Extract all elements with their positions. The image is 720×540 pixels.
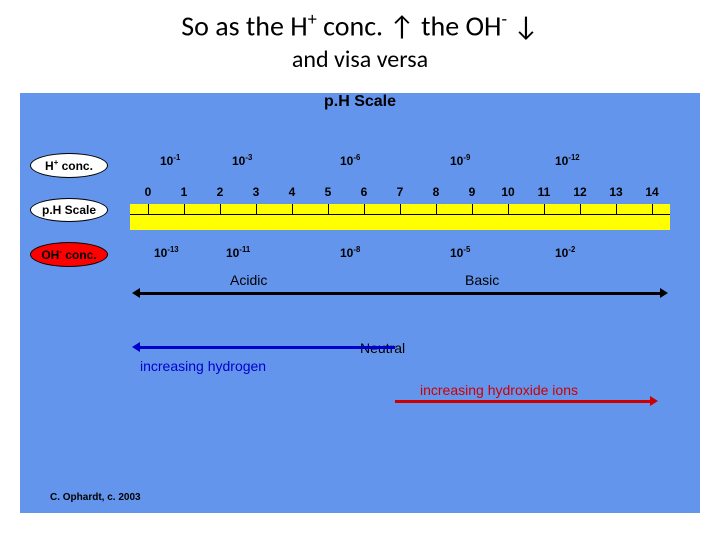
tick-baseline bbox=[130, 214, 670, 215]
diagram-title: p.H Scale bbox=[20, 93, 700, 111]
scale-tick bbox=[292, 204, 293, 214]
credit-text: C. Ophardt, c. 2003 bbox=[50, 492, 141, 503]
ph-value: 2 bbox=[202, 185, 238, 199]
yellow-scale-bar bbox=[130, 204, 670, 230]
ph-value: 7 bbox=[382, 185, 418, 199]
ph-value: 0 bbox=[130, 185, 166, 199]
scale-tick bbox=[328, 204, 329, 214]
ph-value: 4 bbox=[274, 185, 310, 199]
oh-conc-value: 10-8 bbox=[340, 245, 360, 260]
basic-label: Basic bbox=[465, 272, 499, 288]
h-conc-value: 10-3 bbox=[232, 153, 252, 168]
h-conc-label: H+ conc. bbox=[30, 153, 108, 178]
main-title: So as the H+ conc. ↑ the OH- ↓ bbox=[0, 8, 720, 43]
scale-tick bbox=[220, 204, 221, 214]
ph-diagram: p.H Scale H+ conc. p.H Scale OH- conc. 1… bbox=[20, 93, 700, 513]
h-conc-value: 10-6 bbox=[340, 153, 360, 168]
h-conc-value: 10-12 bbox=[555, 153, 580, 168]
scale-tick bbox=[616, 204, 617, 214]
scale-tick bbox=[184, 204, 185, 214]
arrow-head-left-icon bbox=[132, 342, 140, 352]
oh-conc-value: 10-13 bbox=[154, 245, 179, 260]
header: So as the H+ conc. ↑ the OH- ↓ and visa … bbox=[0, 0, 720, 78]
ph-number-row: 01234567891011121314 bbox=[130, 180, 675, 204]
scale-tick bbox=[472, 204, 473, 214]
ph-value: 6 bbox=[346, 185, 382, 199]
scale-tick bbox=[256, 204, 257, 214]
h-conc-row: 10-1 10-3 10-6 10-9 10-12 bbox=[130, 148, 675, 172]
ph-value: 13 bbox=[598, 185, 634, 199]
arrow-section: Neutral increasing hydrogen increasing h… bbox=[130, 340, 675, 420]
arrow-head-right-icon bbox=[660, 288, 668, 298]
oh-conc-value: 10-11 bbox=[226, 245, 250, 260]
scale-tick bbox=[400, 204, 401, 214]
ph-value: 10 bbox=[490, 185, 526, 199]
row-labels: H+ conc. p.H Scale OH- conc. bbox=[30, 153, 108, 267]
scale-tick bbox=[148, 204, 149, 214]
hydrogen-label: increasing hydrogen bbox=[140, 358, 266, 374]
acidic-label: Acidic bbox=[230, 272, 267, 288]
hydroxide-label: increasing hydroxide ions bbox=[420, 382, 578, 398]
h-conc-value: 10-9 bbox=[450, 153, 470, 168]
ph-value: 1 bbox=[166, 185, 202, 199]
double-arrow bbox=[140, 292, 660, 295]
ph-value: 3 bbox=[238, 185, 274, 199]
oh-conc-value: 10-5 bbox=[450, 245, 470, 260]
arrow-head-right-icon bbox=[650, 396, 658, 406]
ph-value: 8 bbox=[418, 185, 454, 199]
scale-tick bbox=[652, 204, 653, 214]
ph-scale-label: p.H Scale bbox=[30, 198, 108, 222]
h-conc-value: 10-1 bbox=[160, 153, 180, 168]
scale-tick bbox=[508, 204, 509, 214]
scale-tick bbox=[544, 204, 545, 214]
scale-tick bbox=[364, 204, 365, 214]
oh-conc-row: 10-13 10-11 10-8 10-5 10-2 bbox=[130, 240, 675, 264]
scale-area: 10-110-310-610-910-12 012345678910111213… bbox=[130, 148, 675, 292]
ph-value: 9 bbox=[454, 185, 490, 199]
ph-value: 11 bbox=[526, 185, 562, 199]
acidic-basic-row: Acidic Basic bbox=[130, 272, 675, 292]
blue-arrow bbox=[140, 346, 395, 349]
ph-value: 5 bbox=[310, 185, 346, 199]
arrow-head-left-icon bbox=[132, 288, 140, 298]
subtitle: and visa versa bbox=[0, 45, 720, 74]
ph-value: 12 bbox=[562, 185, 598, 199]
scale-tick bbox=[580, 204, 581, 214]
scale-tick bbox=[436, 204, 437, 214]
ph-value: 14 bbox=[634, 185, 670, 199]
oh-conc-value: 10-2 bbox=[555, 245, 575, 260]
oh-conc-label: OH- conc. bbox=[30, 242, 108, 267]
red-arrow bbox=[395, 400, 650, 403]
